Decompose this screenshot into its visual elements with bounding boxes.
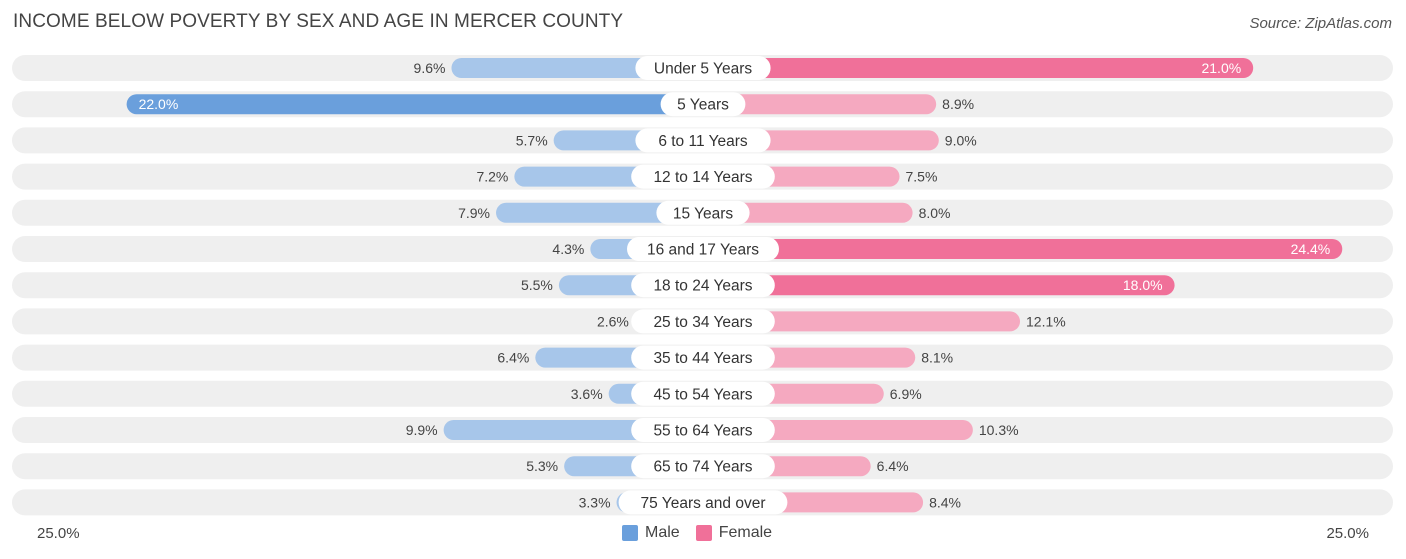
value-label-male: 22.0% [139, 96, 179, 112]
value-label-female: 8.1% [921, 350, 953, 366]
chart-title: INCOME BELOW POVERTY BY SEX AND AGE IN M… [13, 11, 624, 32]
value-label-female: 6.4% [877, 458, 909, 474]
bar-female [703, 311, 1021, 332]
bar-female [703, 202, 913, 223]
diverging-bar-chart: 9.6% 21.0% Under 5 Years 22.0% 8.9% 5 Years 5.… [12, 55, 1393, 516]
category-label: 75 Years and over [641, 495, 766, 512]
category-pill [631, 454, 775, 479]
category-pill [660, 92, 746, 117]
category-pill [631, 164, 775, 189]
value-label-male: 2.6% [597, 313, 629, 329]
category-label: 5 Years [677, 97, 729, 114]
value-label-female: 6.9% [890, 386, 922, 402]
category-pill [631, 309, 775, 334]
category-label: 25 to 34 Years [653, 314, 752, 331]
value-label-female: 18.0% [1123, 277, 1163, 293]
category-pill [635, 56, 771, 80]
value-label-male: 9.9% [406, 422, 438, 438]
legend-label-male: Male [645, 524, 680, 541]
legend: Male Female [622, 524, 780, 542]
value-label-male: 3.3% [579, 494, 611, 510]
value-label-female: 21.0% [1201, 60, 1241, 76]
legend-swatch-female [695, 525, 712, 541]
category-pill [631, 345, 775, 370]
value-label-male: 4.3% [552, 241, 584, 257]
value-label-male: 7.9% [458, 205, 490, 221]
bar-female [703, 275, 1175, 296]
category-label: 15 Years [673, 205, 734, 222]
value-label-female: 8.0% [919, 205, 951, 221]
value-label-male: 3.6% [571, 386, 603, 402]
value-label-female: 8.9% [942, 96, 974, 112]
legend-item-female: Female [695, 524, 773, 542]
value-label-female: 7.5% [906, 169, 938, 185]
value-label-male: 5.7% [516, 132, 548, 148]
legend-swatch-male [622, 525, 638, 541]
value-label-male: 7.2% [476, 169, 508, 185]
value-label-female: 10.3% [979, 422, 1019, 438]
value-label-female: 8.4% [929, 494, 961, 510]
source-label: Source: ZipAtlas.com [1249, 15, 1392, 32]
axis-right-label: 25.0% [1326, 525, 1369, 542]
category-pill [627, 237, 779, 261]
category-pill [618, 490, 788, 515]
value-label-male: 6.4% [497, 350, 529, 366]
category-pill [656, 200, 750, 225]
category-label: 35 to 44 Years [653, 350, 752, 367]
bar-male [126, 94, 704, 115]
category-label: 18 to 24 Years [653, 278, 752, 295]
legend-label-female: Female [718, 524, 773, 541]
category-label: 55 to 64 Years [653, 423, 752, 440]
value-label-male: 5.3% [526, 458, 558, 474]
value-label-female: 12.1% [1026, 313, 1066, 329]
category-pill [631, 418, 775, 442]
value-label-male: 5.5% [521, 277, 553, 293]
category-label: 45 to 54 Years [653, 386, 752, 403]
category-pill [635, 128, 771, 153]
category-pill [631, 273, 775, 298]
bar-female [703, 239, 1343, 259]
value-label-male: 9.6% [414, 60, 446, 76]
legend-item-male: Male [622, 524, 680, 542]
category-label: 6 to 11 Years [658, 133, 748, 150]
value-label-female: 9.0% [945, 132, 977, 148]
category-pill [631, 381, 775, 406]
axis-left-label: 25.0% [37, 525, 80, 542]
value-label-female: 24.4% [1291, 241, 1331, 257]
bar-female [703, 94, 937, 115]
category-label: 12 to 14 Years [653, 169, 752, 186]
category-label: 65 to 74 Years [653, 459, 752, 476]
category-label: 16 and 17 Years [647, 242, 759, 259]
bar-female [703, 58, 1254, 78]
category-label: Under 5 Years [654, 61, 752, 78]
bar-male [496, 202, 703, 223]
